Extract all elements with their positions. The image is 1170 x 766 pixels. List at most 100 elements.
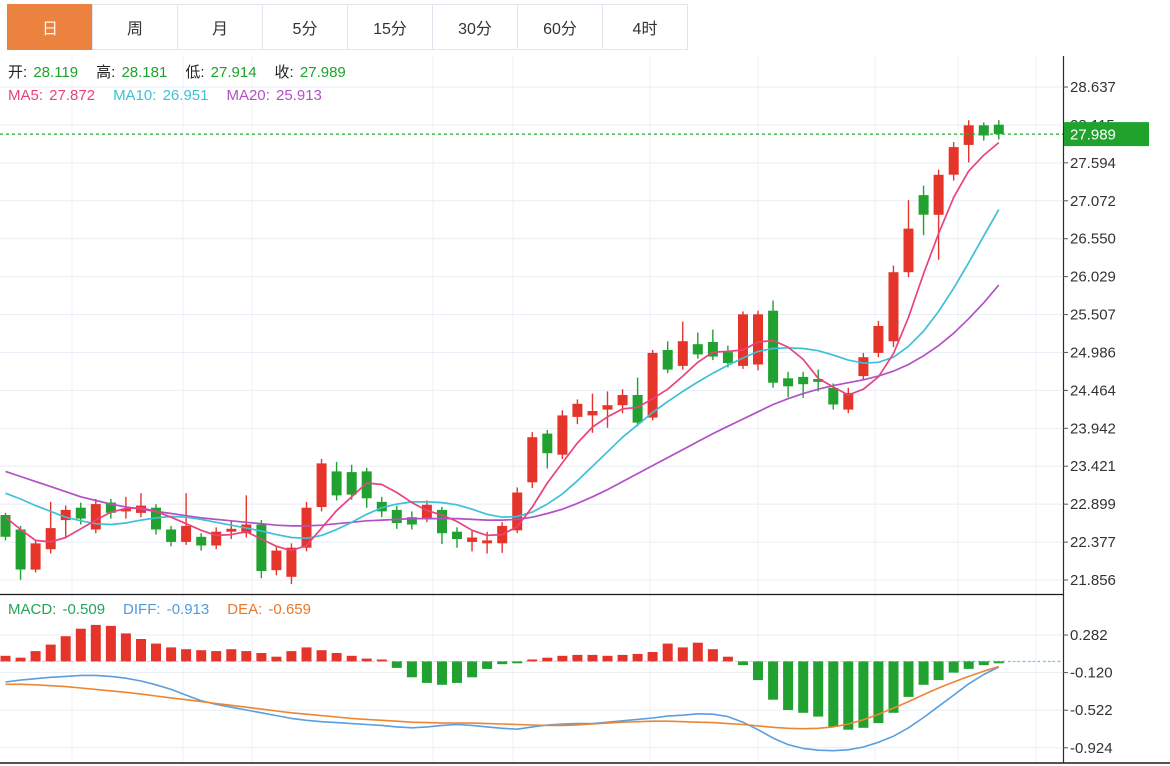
candle-body <box>467 537 478 542</box>
candle-body <box>452 531 462 539</box>
tab-4hour[interactable]: 4时 <box>602 4 688 50</box>
axis-tick-label: 24.464 <box>1070 382 1116 399</box>
macd-histogram-bar <box>376 659 387 662</box>
candle-body <box>30 543 41 570</box>
axis-tick-label: 0.282 <box>1070 627 1108 644</box>
macd-histogram-bar <box>120 633 131 662</box>
macd-histogram-bar <box>903 661 914 697</box>
macd-histogram-bar <box>301 647 312 662</box>
axis-tick-label: -0.522 <box>1070 702 1113 719</box>
macd-histogram-bar <box>482 661 493 669</box>
macd-histogram-bar <box>75 628 86 662</box>
candle-body <box>181 525 192 542</box>
ma10-line <box>5 209 1000 540</box>
macd-histogram-bar <box>572 654 583 662</box>
macd-histogram-bar <box>527 659 538 662</box>
macd-histogram-bar <box>437 661 447 685</box>
candle-body <box>90 504 101 530</box>
candle-body <box>858 357 869 377</box>
legend-ma-ma20: MA20: 25.913 <box>226 87 322 104</box>
current-price-tag <box>1064 122 1149 147</box>
macd-histogram-bar <box>166 647 177 662</box>
macd-histogram-bar <box>978 661 989 666</box>
candle-body <box>753 314 763 365</box>
candle-body <box>677 341 688 366</box>
candle-body <box>60 509 71 521</box>
candle-body <box>768 310 779 383</box>
tab-week[interactable]: 周 <box>92 4 178 50</box>
candle-body <box>933 174 944 215</box>
macd-histogram-bar <box>421 661 432 683</box>
macd-histogram-bar <box>15 657 26 662</box>
macd-histogram-bar <box>151 643 161 662</box>
macd-histogram-bar <box>136 639 146 662</box>
candle-body <box>632 395 643 423</box>
macd-legend: MACD: -0.509 DIFF: -0.913 DEA: -0.659 <box>8 601 329 618</box>
macd-histogram-bar <box>617 654 628 662</box>
candle-body <box>617 395 628 406</box>
candle-body <box>557 415 568 455</box>
candle-body <box>662 350 673 370</box>
macd-histogram-bar <box>211 651 222 662</box>
macd-histogram-bar <box>722 656 733 662</box>
axis-tick-label: 21.856 <box>1070 572 1116 589</box>
axis-tick-label: 24.986 <box>1070 344 1116 361</box>
macd-histogram-bar <box>241 651 252 662</box>
tab-day[interactable]: 日 <box>7 4 93 50</box>
macd-histogram-bar <box>828 661 839 727</box>
macd-histogram-bar <box>918 661 929 685</box>
macd-histogram-bar <box>542 657 553 662</box>
candle-body <box>0 515 11 537</box>
candle-body <box>527 437 538 483</box>
candle-body <box>331 471 342 496</box>
tab-5min[interactable]: 5分 <box>262 4 348 50</box>
macd-histogram-bar <box>45 644 56 662</box>
macd-histogram-bar <box>391 661 402 668</box>
candle-body <box>873 326 884 353</box>
macd-histogram-bar <box>30 651 41 662</box>
candle-body <box>45 528 56 550</box>
axis-tick-label: 25.507 <box>1070 307 1116 324</box>
candle-body <box>316 463 327 507</box>
axis-tick-label: 27.594 <box>1070 155 1116 172</box>
candle-body <box>166 529 177 542</box>
axis-tick-label: 26.029 <box>1070 269 1116 286</box>
macd-histogram-bar <box>512 661 523 664</box>
candle-body <box>542 433 553 454</box>
tab-month[interactable]: 月 <box>177 4 263 50</box>
macd-histogram-bar <box>316 650 327 662</box>
ohlc-legend: 开: 28.119 高: 28.181 低: 27.914 收: 27.989 <box>8 61 364 82</box>
macd-histogram-bar <box>331 653 342 662</box>
macd-histogram-bar <box>452 661 462 683</box>
axis-tick-label: 27.072 <box>1070 193 1116 210</box>
candle-body <box>437 509 447 534</box>
candle-body <box>346 472 357 495</box>
macd-histogram-bar <box>843 661 854 730</box>
macd-histogram-bar <box>677 647 688 662</box>
ma5-line <box>4 141 1000 552</box>
diff-line <box>5 666 1000 752</box>
candle-body <box>226 528 237 532</box>
candle-body <box>587 411 598 416</box>
axis-tick-label: 26.550 <box>1070 231 1116 248</box>
tab-15min[interactable]: 15分 <box>347 4 433 50</box>
candle-body <box>376 501 387 512</box>
candle-body <box>211 531 222 546</box>
macd-histogram-bar <box>406 661 417 678</box>
candle-body <box>361 471 372 499</box>
tab-60min[interactable]: 60分 <box>517 4 603 50</box>
candle-body <box>647 352 658 418</box>
macd-histogram-bar <box>707 649 718 662</box>
legend-ma-ma10: MA10: 26.951 <box>113 87 209 104</box>
candle-body <box>738 314 748 366</box>
tab-30min[interactable]: 30分 <box>432 4 518 50</box>
macd-histogram-bar <box>361 658 372 662</box>
macd-histogram-bar <box>90 624 101 662</box>
macd-histogram-bar <box>181 649 192 662</box>
timeframe-tabbar: 日周月 5分 15分 30分 60分 4时 <box>7 4 688 50</box>
macd-histogram-bar <box>963 661 974 669</box>
axis-tick-label: 22.377 <box>1070 534 1116 551</box>
candle-body <box>301 507 312 548</box>
